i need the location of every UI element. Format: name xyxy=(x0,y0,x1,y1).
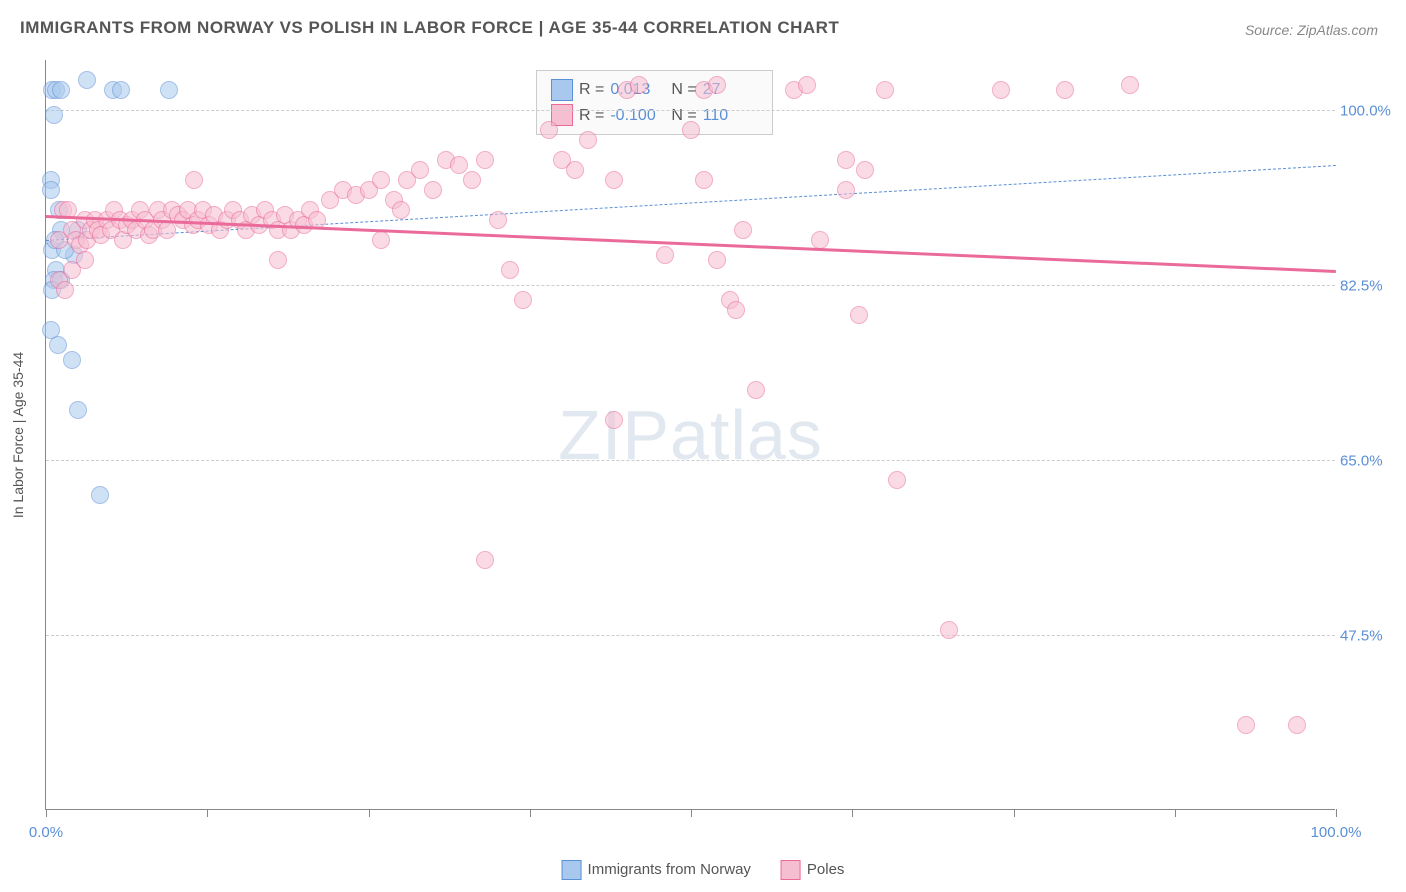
legend-row: R =0.013N =27 xyxy=(551,77,758,103)
x-tick xyxy=(530,809,531,817)
data-point xyxy=(372,171,390,189)
data-point xyxy=(540,121,558,139)
data-point xyxy=(45,106,63,124)
y-tick-label: 65.0% xyxy=(1340,453,1400,470)
x-tick xyxy=(207,809,208,817)
data-point xyxy=(463,171,481,189)
watermark: ZIPatlas xyxy=(558,395,823,475)
legend-item: Immigrants from Norway xyxy=(562,860,751,880)
data-point xyxy=(1121,76,1139,94)
legend-item: Poles xyxy=(781,860,845,880)
trend-line xyxy=(46,215,1336,273)
data-point xyxy=(734,221,752,239)
data-point xyxy=(1237,716,1255,734)
data-point xyxy=(682,121,700,139)
data-point xyxy=(69,401,87,419)
data-point xyxy=(1288,716,1306,734)
chart-title: IMMIGRANTS FROM NORWAY VS POLISH IN LABO… xyxy=(20,18,839,38)
data-point xyxy=(56,281,74,299)
data-point xyxy=(476,551,494,569)
data-point xyxy=(888,471,906,489)
plot-area: In Labor Force | Age 35-44 ZIPatlas R =0… xyxy=(45,60,1335,810)
legend-n-label: N = xyxy=(671,77,696,103)
data-point xyxy=(160,81,178,99)
data-point xyxy=(78,71,96,89)
data-point xyxy=(372,231,390,249)
data-point xyxy=(489,211,507,229)
x-tick xyxy=(369,809,370,817)
data-point xyxy=(992,81,1010,99)
data-point xyxy=(579,131,597,149)
data-point xyxy=(76,251,94,269)
data-point xyxy=(850,306,868,324)
legend-label: Immigrants from Norway xyxy=(588,861,751,878)
data-point xyxy=(450,156,468,174)
legend-r-label: R = xyxy=(579,103,604,129)
legend-n-value: 110 xyxy=(703,103,758,129)
data-point xyxy=(112,81,130,99)
data-point xyxy=(630,76,648,94)
legend-swatch xyxy=(562,860,582,880)
x-tick xyxy=(46,809,47,817)
data-point xyxy=(727,301,745,319)
data-point xyxy=(708,76,726,94)
data-point xyxy=(424,181,442,199)
data-point xyxy=(798,76,816,94)
data-point xyxy=(392,201,410,219)
gridline: 82.5% xyxy=(46,285,1335,286)
data-point xyxy=(514,291,532,309)
y-tick-label: 82.5% xyxy=(1340,278,1400,295)
data-point xyxy=(605,171,623,189)
x-tick xyxy=(1014,809,1015,817)
x-tick xyxy=(1336,809,1337,817)
data-point xyxy=(695,171,713,189)
data-point xyxy=(605,411,623,429)
data-point xyxy=(49,336,67,354)
data-point xyxy=(42,181,60,199)
correlation-legend: R =0.013N =27R =-0.100N =110 xyxy=(536,70,773,135)
data-point xyxy=(837,151,855,169)
y-axis-label: In Labor Force | Age 35-44 xyxy=(10,351,26,517)
legend-r-value: -0.100 xyxy=(610,103,665,129)
legend-row: R =-0.100N =110 xyxy=(551,103,758,129)
x-tick-label: 100.0% xyxy=(1311,824,1362,841)
x-tick xyxy=(1175,809,1176,817)
y-tick-label: 47.5% xyxy=(1340,628,1400,645)
data-point xyxy=(856,161,874,179)
legend-swatch xyxy=(781,860,801,880)
data-point xyxy=(476,151,494,169)
data-point xyxy=(185,171,203,189)
x-tick xyxy=(691,809,692,817)
series-legend: Immigrants from Norway Poles xyxy=(562,860,845,880)
y-tick-label: 100.0% xyxy=(1340,103,1400,120)
data-point xyxy=(1056,81,1074,99)
data-point xyxy=(91,486,109,504)
data-point xyxy=(811,231,829,249)
legend-swatch xyxy=(551,79,573,101)
data-point xyxy=(747,381,765,399)
data-point xyxy=(63,351,81,369)
data-point xyxy=(708,251,726,269)
source-label: Source: ZipAtlas.com xyxy=(1245,22,1378,38)
x-tick xyxy=(852,809,853,817)
gridline: 65.0% xyxy=(46,460,1335,461)
data-point xyxy=(269,251,287,269)
legend-r-label: R = xyxy=(579,77,604,103)
gridline: 47.5% xyxy=(46,635,1335,636)
data-point xyxy=(876,81,894,99)
data-point xyxy=(52,81,70,99)
data-point xyxy=(656,246,674,264)
gridline: 100.0% xyxy=(46,110,1335,111)
legend-label: Poles xyxy=(807,861,845,878)
data-point xyxy=(501,261,519,279)
data-point xyxy=(940,621,958,639)
data-point xyxy=(566,161,584,179)
data-point xyxy=(411,161,429,179)
data-point xyxy=(837,181,855,199)
x-tick-label: 0.0% xyxy=(29,824,63,841)
